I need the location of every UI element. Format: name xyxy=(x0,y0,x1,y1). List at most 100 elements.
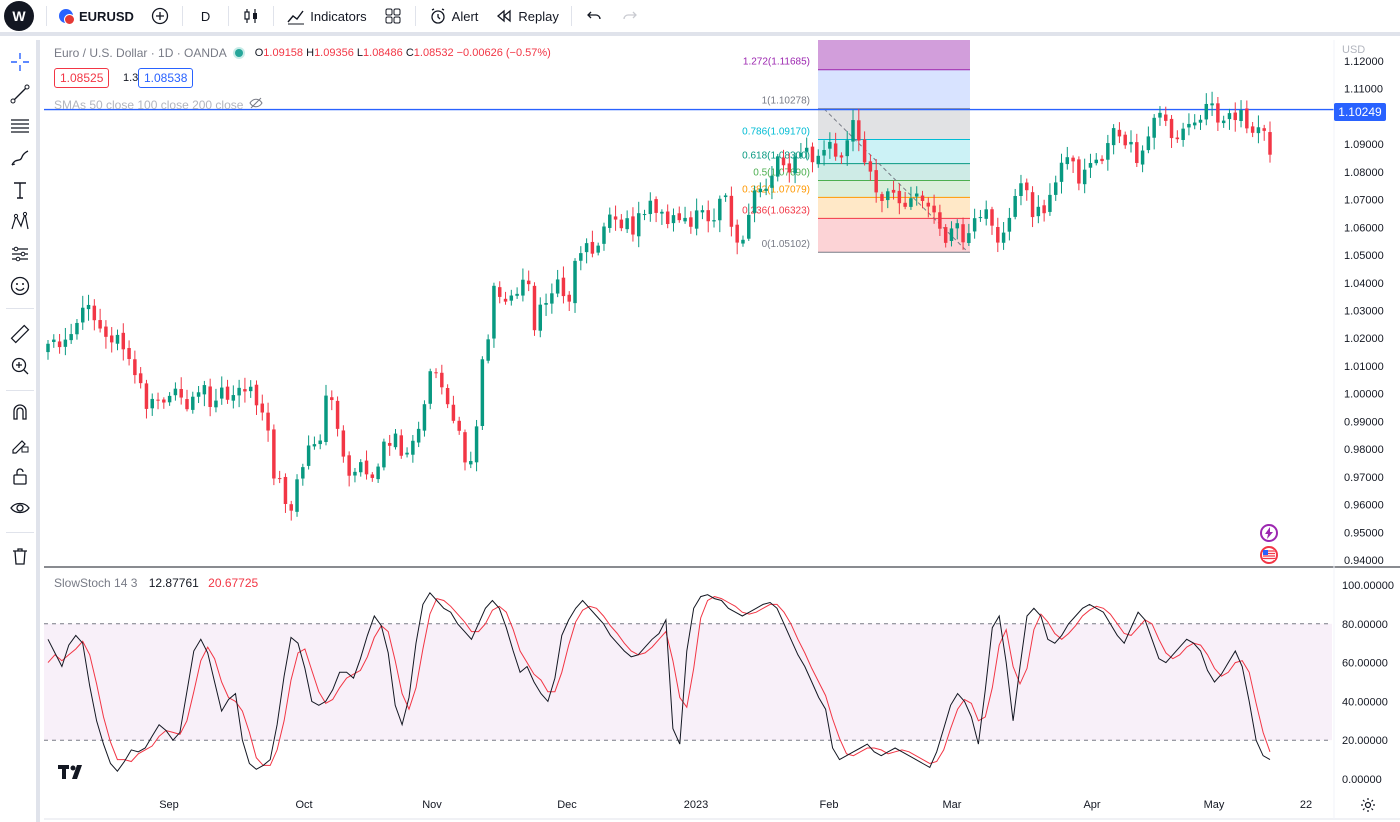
candle-body xyxy=(972,218,977,232)
market-status-icon xyxy=(234,49,243,57)
candle-body xyxy=(387,442,392,446)
sell-button[interactable]: 1.08525 xyxy=(54,68,110,88)
candle-body xyxy=(1048,194,1052,212)
stoch-d-value: 20.67725 xyxy=(208,576,259,590)
candle-body xyxy=(584,243,589,253)
candle-body xyxy=(538,304,543,331)
candle-body xyxy=(747,214,751,239)
currency-label[interactable]: USD xyxy=(1342,44,1366,56)
candle-body xyxy=(1256,127,1261,134)
candle-body xyxy=(150,398,154,409)
candle-body xyxy=(492,285,496,339)
price-axis-label: 1.05000 xyxy=(1344,250,1384,262)
alert-label: Alert xyxy=(451,8,479,24)
hidden-eye-icon[interactable] xyxy=(249,97,264,112)
stoch-axis-label: 20.00000 xyxy=(1342,735,1388,747)
fib-zone xyxy=(818,139,970,164)
compare-symbol-button[interactable] xyxy=(142,2,178,30)
fib-level-label: 1(1.10278) xyxy=(762,96,810,107)
trend-line-tool-icon[interactable] xyxy=(6,80,34,108)
buy-button[interactable]: 1.08538 xyxy=(138,68,194,88)
candle-body xyxy=(984,209,988,219)
fib-retracement-tool-icon[interactable] xyxy=(6,112,34,140)
candle-body xyxy=(839,155,844,158)
candle-body xyxy=(382,441,386,468)
indicators-button[interactable]: Indicators xyxy=(278,2,374,30)
legend-title: Euro / U.S. Dollar · 1D · OANDA xyxy=(54,46,227,60)
lock-icon[interactable] xyxy=(6,462,34,490)
candle-body xyxy=(347,455,351,476)
candle-body xyxy=(967,233,971,244)
candle-body xyxy=(220,387,224,399)
candle-body xyxy=(1082,169,1087,185)
stay-in-drawing-mode-icon[interactable] xyxy=(6,430,34,458)
candle-body xyxy=(1187,123,1191,128)
top-toolbar: W EURUSD D Indicators xyxy=(0,0,1400,36)
pattern-tool-icon[interactable] xyxy=(6,208,34,236)
text-tool-icon[interactable] xyxy=(6,176,34,204)
us-economic-event-icon[interactable] xyxy=(1260,546,1278,564)
tradingview-logo-icon[interactable] xyxy=(58,763,86,784)
brush-tool-icon[interactable] xyxy=(6,144,34,172)
candle-body xyxy=(706,210,710,222)
magnet-icon[interactable] xyxy=(6,398,34,426)
redo-button[interactable] xyxy=(612,2,648,30)
sma-indicator-legend[interactable]: SMAs 50 close 100 close 200 close xyxy=(54,97,264,112)
crosshair-tool-icon[interactable] xyxy=(6,48,34,76)
stoch-legend[interactable]: SlowStoch 14 3 12.87761 20.67725 xyxy=(54,576,258,590)
candle-body xyxy=(1065,157,1070,165)
price-chart-canvas[interactable]: 1.272(1.11685) 1(1.10278) 0.786(1.09170) 0.… xyxy=(44,40,1400,822)
divider xyxy=(6,532,34,533)
candle-body xyxy=(1204,103,1209,120)
candle-body xyxy=(1169,118,1174,139)
replay-button[interactable]: Replay xyxy=(486,2,566,30)
candle-body xyxy=(1106,143,1110,160)
high-key: H xyxy=(306,47,315,59)
fib-zone xyxy=(818,197,970,219)
candle-body xyxy=(266,412,270,431)
candle-body xyxy=(1077,159,1081,184)
candle-body xyxy=(961,224,965,243)
low-key: L xyxy=(356,47,364,59)
candle-body xyxy=(191,396,195,410)
candle-body xyxy=(949,228,954,241)
eye-icon[interactable] xyxy=(6,494,34,522)
candle-body xyxy=(544,303,548,305)
chart-type-button[interactable] xyxy=(233,2,269,30)
candle-body xyxy=(781,157,786,166)
candle-body xyxy=(1245,108,1249,129)
lightning-event-icon[interactable] xyxy=(1260,524,1278,542)
alert-button[interactable]: Alert xyxy=(420,2,487,30)
candle-body xyxy=(208,386,212,407)
stoch-axis-label: 100.00000 xyxy=(1342,580,1394,592)
divider xyxy=(181,6,183,26)
layouts-button[interactable] xyxy=(375,2,411,30)
undo-button[interactable] xyxy=(576,2,612,30)
interval-button[interactable]: D xyxy=(187,2,224,30)
app-logo-icon[interactable]: W xyxy=(4,1,34,31)
candle-body xyxy=(1181,128,1185,140)
candle-body xyxy=(735,224,739,243)
symbol-search-button[interactable]: EURUSD xyxy=(51,2,142,30)
close-key: C xyxy=(405,47,414,59)
candle-body xyxy=(1019,183,1023,196)
emoji-tool-icon[interactable] xyxy=(6,272,34,300)
zoom-in-icon[interactable] xyxy=(6,352,34,380)
candle-body xyxy=(1146,136,1151,151)
time-axis-label: Mar xyxy=(943,799,962,811)
candle-body xyxy=(532,285,537,331)
chart-area[interactable]: 1.272(1.11685) 1(1.10278) 0.786(1.09170) 0.… xyxy=(44,40,1400,822)
ruler-tool-icon[interactable] xyxy=(6,320,34,348)
candle-body xyxy=(503,298,508,302)
candle-body xyxy=(57,341,62,348)
candle-body xyxy=(254,384,259,406)
trash-icon[interactable] xyxy=(6,542,34,570)
chart-settings-gear-icon[interactable] xyxy=(1360,797,1376,818)
candle-body xyxy=(237,387,241,396)
prediction-tool-icon[interactable] xyxy=(6,240,34,268)
candle-body xyxy=(92,305,97,321)
candle-body xyxy=(1175,137,1180,140)
candle-body xyxy=(393,433,398,448)
candle-body xyxy=(914,193,919,197)
candle-body xyxy=(1152,117,1156,138)
